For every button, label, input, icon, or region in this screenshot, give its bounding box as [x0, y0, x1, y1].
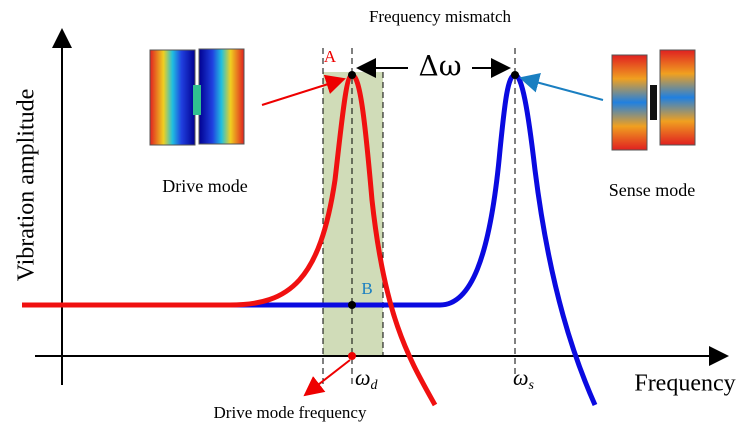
delta-label: Δω	[418, 50, 461, 83]
sense-mode-image	[611, 49, 696, 151]
y-axis-label: Vibration amplitude	[14, 89, 40, 282]
sense-arrow	[519, 73, 604, 101]
guide-lines	[322, 48, 516, 385]
point-b	[348, 301, 356, 309]
drive-mode-image	[149, 48, 245, 146]
drive-arrow	[261, 74, 346, 106]
drive-mode-label: Drive mode	[162, 176, 247, 196]
label-a: A	[324, 47, 337, 66]
note-arrow	[303, 359, 351, 397]
sense-mode-label: Sense mode	[609, 180, 695, 200]
omega-s: ωs	[513, 365, 535, 393]
label-b: B	[361, 279, 372, 298]
drive-note: Drive mode frequency	[214, 403, 367, 422]
drive-freq-dot	[348, 352, 356, 360]
delta-bg	[408, 52, 472, 84]
omega-d: ωd	[355, 365, 379, 393]
peak-s	[511, 71, 519, 79]
title: Frequency mismatch	[369, 7, 512, 26]
point-a	[348, 71, 356, 79]
x-axis-label: Frequency	[634, 371, 735, 397]
